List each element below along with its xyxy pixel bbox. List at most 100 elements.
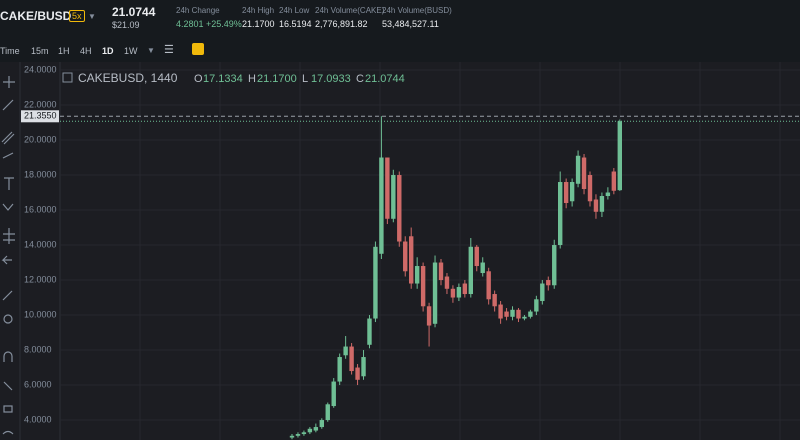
collapse-button[interactable] [62,72,73,83]
ray-tool[interactable] [2,152,14,159]
candle-body [516,309,521,319]
symbol[interactable]: CAKE/BUSD [0,9,72,23]
candle-body [546,280,551,286]
candle-body [563,182,569,204]
candle-body [510,309,515,317]
stat-value: 53,484,527.11 [382,19,439,29]
stat-value: 4.2801 +25.49% [176,19,242,29]
candle-body [456,287,462,298]
candle-body [343,346,348,356]
drawing-tools [1,76,15,435]
candle-body [373,246,378,319]
y-tick-label: 16.0000 [24,204,57,214]
candle-body [474,246,479,267]
candle-body [367,318,372,345]
candle-body [444,276,450,289]
last-price: 21.0744 [112,5,156,19]
interval-tab[interactable]: 15m [31,46,49,56]
magnet-tool[interactable] [3,351,13,362]
candle-body [575,155,581,184]
text-tool[interactable] [4,177,14,190]
legend-key: O [194,73,203,85]
y-tick-label: 24.0000 [24,64,57,74]
interval-tab[interactable]: 1W [124,46,138,56]
stat-value: 2,776,891.82 [315,19,368,29]
candle-body [569,182,575,202]
zoom-tool[interactable] [3,314,13,324]
dropdown-arrow[interactable]: ▼ [88,12,96,21]
more-intervals[interactable]: ▼ [147,46,155,55]
candle-body [307,428,313,433]
candle-body [480,262,485,274]
y-tick-label: 6.0000 [24,379,52,389]
crosshair-tool[interactable] [3,76,15,88]
line-tool[interactable] [2,99,14,111]
price-usd: $21.09 [112,20,140,30]
stat-label: 24h Volume(CAKE) [315,6,385,15]
candle-body [468,246,473,295]
y-tick-label: 14.0000 [24,239,57,249]
candle-body [540,283,545,302]
interval-tab[interactable]: 1H [58,46,70,56]
stat-label: 24h Volume(BUSD) [382,6,452,15]
legend-value: 21.1700 [257,73,297,85]
candle-body [420,266,426,307]
candle-body [611,171,617,191]
ruler-tool[interactable] [2,290,13,301]
candle-body [593,199,599,212]
candle-body [313,427,319,431]
interval-tab[interactable]: 4H [80,46,92,56]
candle-body [528,311,533,317]
legend-value: 21.0744 [365,73,405,85]
candle-body [355,367,360,380]
candle-body [605,192,611,197]
candle-body [391,175,396,219]
back-tool[interactable] [1,255,12,265]
fib-tool[interactable] [3,228,15,244]
legend-value: 17.0933 [311,73,351,85]
interval-tab[interactable]: 1D [102,46,114,56]
candle-body [414,266,420,284]
pattern-tool[interactable] [2,203,14,211]
visibility-tool[interactable] [2,430,14,435]
settings-icon[interactable]: ☰ [164,44,174,56]
legend-key: C [356,73,364,85]
candle-body [349,346,354,372]
interval-tab[interactable]: Time [0,46,20,56]
channel-tool[interactable] [1,131,15,145]
candle-body [522,316,527,319]
candle-body [337,357,342,382]
candle-body [295,434,301,436]
ticker-header: CAKE/BUSD 5x ▼ 21.0744 $21.09 24h Change… [0,0,800,36]
y-tick-label: 8.0000 [24,344,52,354]
y-tick-label: 22.0000 [24,99,57,109]
candle-body [599,196,605,212]
candle-body [319,420,324,428]
stat-value: 16.5194 [279,19,312,29]
candle-body [379,157,384,254]
candle-body [492,294,497,307]
candle-body [504,311,509,317]
y-tick-label: 12.0000 [24,274,57,284]
stat-label: 24h Change [176,6,220,15]
indicator-icon[interactable] [192,43,204,55]
chart-toolbar: Time 15m 1H 4H 1D 1W ▼ ☰ [0,38,800,62]
candle-body [331,381,336,407]
candle-body [403,241,408,272]
candle-body [450,288,456,298]
y-tick-label: 20.0000 [24,134,57,144]
chart-background [0,62,800,440]
candle-body [552,245,557,286]
candle-body [426,306,432,326]
y-tick-label: 10.0000 [24,309,57,319]
lock-drawing-tool[interactable] [3,381,13,391]
lock-tool[interactable] [3,405,13,413]
candle-body [498,304,503,319]
stat-label: 24h Low [279,6,310,15]
candle-body [289,435,295,438]
candle-body [534,299,539,312]
stat-value: 21.1700 [242,19,275,29]
leverage-badge[interactable]: 5x [69,10,85,22]
crosshair-label-box [21,110,59,123]
